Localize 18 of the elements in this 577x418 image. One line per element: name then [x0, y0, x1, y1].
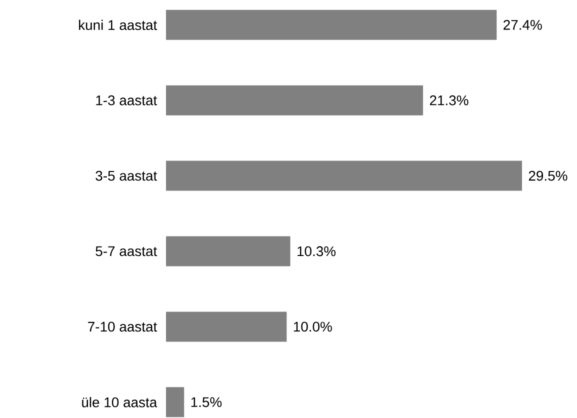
data-label: 1.5% — [191, 397, 222, 408]
data-label: 10.3% — [298, 246, 336, 256]
y-tick-label: 5-7 aastat — [96, 246, 158, 256]
y-tick-label: 7-10 aastat — [88, 322, 158, 332]
data-label: 27.4% — [504, 20, 542, 30]
bar — [166, 85, 424, 116]
y-tick-label: 1-3 aastat — [96, 95, 158, 106]
bar — [166, 312, 287, 342]
bar — [166, 10, 497, 40]
bar — [166, 160, 522, 191]
y-tick-label: kuni 1 aastat — [79, 20, 158, 30]
bar — [166, 387, 184, 418]
bar — [166, 236, 290, 266]
data-label: 10.0% — [294, 322, 332, 332]
data-label: 21.3% — [430, 95, 468, 106]
y-tick-label: üle 10 aasta — [82, 397, 158, 408]
y-tick-label: 3-5 aastat — [96, 170, 158, 181]
data-label: 29.5% — [528, 170, 568, 181]
